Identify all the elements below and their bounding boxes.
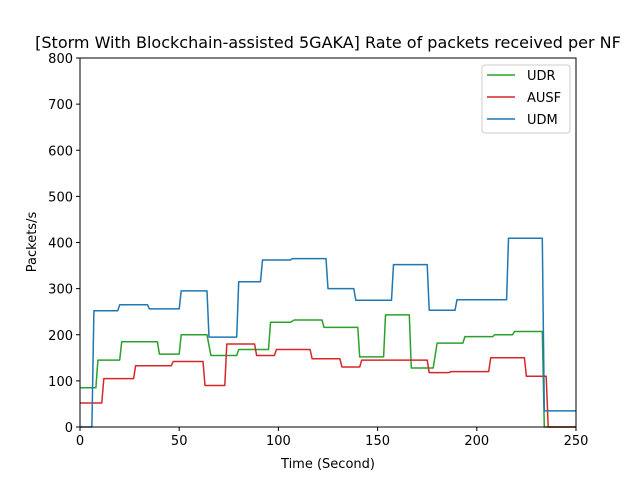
- y-tick-label: 400: [48, 237, 73, 252]
- y-axis-label: Packets/s: [25, 212, 40, 273]
- legend-label-udr: UDR: [527, 69, 556, 84]
- series-layer: [80, 237, 576, 428]
- x-tick-label: 50: [171, 434, 188, 449]
- y-tick-label: 800: [48, 52, 73, 67]
- series-line-udr: [80, 314, 576, 428]
- x-tick-label: 100: [266, 434, 291, 449]
- chart-title: [Storm With Blockchain-assisted 5GAKA] R…: [35, 33, 621, 52]
- y-tick-label: 100: [48, 375, 73, 390]
- x-tick-label: 250: [564, 434, 589, 449]
- y-tick-label: 500: [48, 190, 73, 205]
- y-axis: 0 100 200 300 400 500 600 700 800: [48, 52, 80, 436]
- y-tick-label: 0: [65, 421, 73, 436]
- legend-label-ausf: AUSF: [527, 91, 561, 106]
- y-tick-label: 600: [48, 144, 73, 159]
- x-axis-label: Time (Second): [280, 457, 375, 472]
- legend: UDR AUSF UDM: [481, 64, 571, 134]
- series-line-ausf: [80, 343, 576, 428]
- x-tick-label: 0: [76, 434, 84, 449]
- x-tick-label: 150: [365, 434, 390, 449]
- legend-label-udm: UDM: [527, 113, 558, 128]
- y-tick-label: 200: [48, 329, 73, 344]
- x-axis: 0 50 100 150 200 250: [76, 427, 589, 449]
- legend-entries: UDR AUSF UDM: [487, 69, 561, 128]
- series-line-udm: [80, 237, 576, 428]
- legend-box: [481, 64, 571, 134]
- y-tick-label: 700: [48, 98, 73, 113]
- x-tick-label: 200: [464, 434, 489, 449]
- y-tick-label: 300: [48, 283, 73, 298]
